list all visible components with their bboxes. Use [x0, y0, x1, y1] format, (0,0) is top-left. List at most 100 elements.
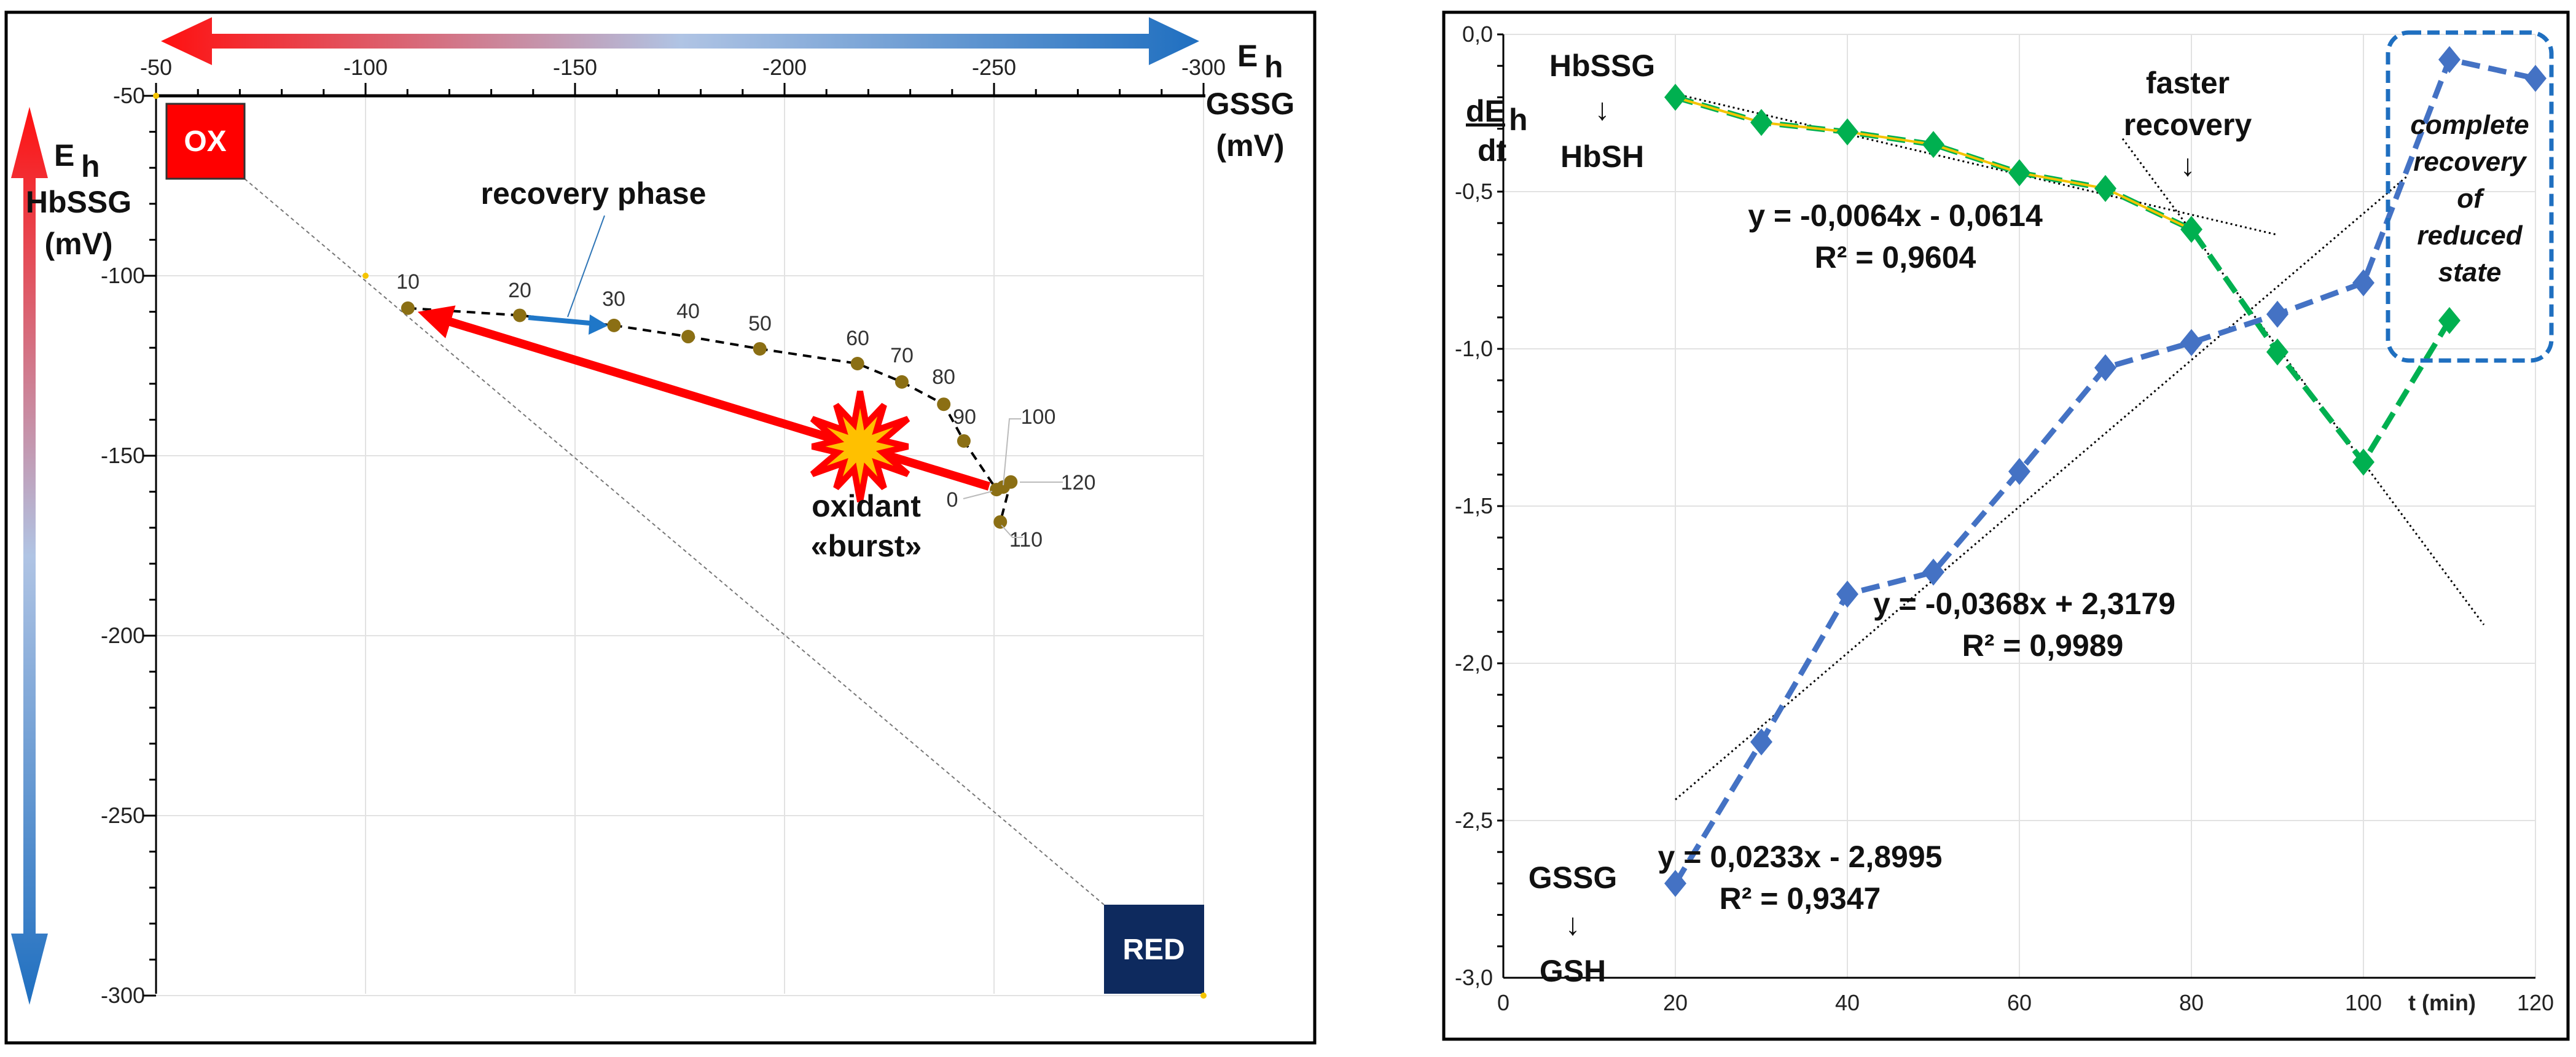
- trendline: [1675, 176, 2407, 801]
- x-axis-title-sub: h: [1264, 50, 1283, 84]
- x-tick-label: -300: [1181, 55, 1226, 80]
- data-point-diamond: [2524, 64, 2547, 92]
- trendline-equation: y = -0,0368x + 2,3179: [1873, 587, 2175, 621]
- trendline: [2121, 138, 2485, 626]
- y-tick-label: -1,0: [1455, 336, 1493, 361]
- series-line-hbssg: [1674, 95, 2452, 467]
- y-tick-label: -1,5: [1455, 493, 1493, 518]
- x-axis-title-unit: (mV): [1216, 128, 1284, 163]
- point-label: 110: [1009, 528, 1043, 552]
- data-point-diamond: [2266, 300, 2288, 328]
- data-point: [1004, 475, 1018, 489]
- x-tick-label: -50: [140, 55, 172, 80]
- data-point-diamond: [1750, 728, 1772, 755]
- burst-label: «burst»: [811, 529, 922, 563]
- faster-recovery-label: recovery: [2124, 107, 2252, 142]
- vertical-gradient-arrow: [11, 107, 48, 1005]
- y-tick-label: -50: [113, 83, 145, 108]
- recovery-arrow-head: [589, 314, 608, 335]
- leader-line: [1001, 525, 1023, 538]
- data-point-diamond: [2438, 45, 2461, 73]
- y-tick-label: -250: [101, 803, 145, 828]
- data-point-diamond: [2180, 329, 2202, 356]
- y-tick-label: -3,0: [1455, 965, 1493, 990]
- point-label: 100: [1021, 405, 1056, 429]
- point-label: 20: [508, 279, 531, 302]
- y-tick-label: -200: [101, 623, 145, 648]
- reference-point: [362, 273, 369, 279]
- red-label: RED: [1122, 934, 1184, 966]
- data-point: [957, 434, 971, 448]
- data-point-diamond: [2266, 338, 2288, 366]
- trendline-r2: R² = 0,9604: [1815, 240, 1976, 275]
- x-tick-label: 60: [2007, 990, 2032, 1015]
- data-point-diamond: [1664, 84, 1686, 111]
- x-axis-title-gssg: GSSG: [1206, 87, 1294, 121]
- point-label: 10: [396, 270, 420, 294]
- x-tick-label: 100: [2345, 990, 2382, 1015]
- oxidant-arrow: [417, 305, 991, 491]
- down-arrow-icon: ↓: [1595, 92, 1610, 127]
- data-point-diamond: [1836, 118, 1858, 146]
- oxidant-label: oxidant: [812, 489, 921, 523]
- y-axis-title-sub: h: [81, 149, 100, 184]
- y-tick-label: -2,0: [1455, 650, 1493, 676]
- reference-point: [153, 93, 159, 99]
- data-point: [850, 356, 864, 370]
- point-label: 70: [890, 344, 914, 367]
- down-arrow-icon: ↓: [2180, 148, 2196, 182]
- trendline-equation: y = 0,0233x - 2,8995: [1658, 840, 1943, 874]
- data-point-diamond: [2352, 448, 2374, 476]
- red-box: [1104, 905, 1204, 994]
- data-point-diamond: [1836, 580, 1858, 608]
- faster-recovery-label: faster: [2146, 66, 2230, 100]
- gssg-label: GSSG: [1529, 860, 1617, 895]
- trendline-equation: y = -0,0064x - 0,0614: [1748, 198, 2043, 233]
- reference-point: [1200, 993, 1207, 999]
- gsh-label: GSH: [1540, 954, 1606, 988]
- data-point: [895, 375, 909, 389]
- data-point-diamond: [2094, 174, 2116, 202]
- hbsh-label: HbSH: [1560, 139, 1644, 174]
- point-label: 120: [1061, 471, 1096, 494]
- complete-recovery-label: reduced: [2417, 220, 2523, 251]
- left-chart: -50 -50 -100 -100 -150 -150 -200 -200 -250 -250 -3…: [11, 17, 1294, 1008]
- x-tick-label: -150: [553, 55, 597, 80]
- x-tick-label: -200: [762, 55, 807, 80]
- y-axis-title-den: dt: [1478, 133, 1507, 168]
- complete-recovery-box: [2386, 30, 2554, 363]
- data-point: [607, 318, 621, 332]
- y-axis-title-unit: (mV): [44, 227, 112, 261]
- complete-recovery-label: complete: [2410, 110, 2529, 140]
- complete-recovery-label: recovery: [2413, 147, 2527, 177]
- y-tick-label: 0,0: [1462, 21, 1493, 47]
- y-axis-title-eh: E: [54, 138, 74, 173]
- trendline-r2: R² = 0,9347: [1720, 881, 1881, 916]
- data-point-diamond: [1750, 109, 1772, 136]
- point-label: 90: [953, 405, 976, 429]
- complete-recovery-label: of: [2457, 184, 2485, 214]
- data-point-diamond: [2008, 159, 2030, 187]
- ox-label: OX: [184, 125, 226, 158]
- hbssg-label: HbSSG: [1549, 49, 1655, 83]
- data-point-diamond: [2180, 216, 2202, 243]
- identity-diagonal: [244, 178, 1105, 905]
- x-tick-label: -250: [972, 55, 1016, 80]
- data-point-diamond: [1664, 870, 1686, 897]
- trendline-r2: R² = 0,9989: [1962, 628, 2124, 663]
- left-panel-frame: [4, 10, 1317, 1045]
- point-label: 0: [947, 488, 958, 512]
- recovery-arrow: [528, 315, 597, 326]
- y-axis-title-hbssg: HbSSG: [26, 185, 131, 219]
- data-point-diamond: [1922, 131, 1944, 158]
- right-panel-frame: [1442, 10, 2570, 1041]
- y-tick-label: -150: [101, 443, 145, 468]
- down-arrow-icon: ↓: [1565, 907, 1581, 942]
- y-tick-label: -300: [101, 983, 145, 1008]
- y-tick-label: -0,5: [1455, 179, 1493, 204]
- leader-line: [567, 215, 605, 318]
- y-tick-label: -2,5: [1455, 808, 1493, 833]
- data-point: [937, 397, 951, 411]
- right-chart: 0,0 -0,5 -1,0 -1,5 -2,0 -2,5 -3,00 20 40 60 80 100 1…: [1455, 21, 2554, 1015]
